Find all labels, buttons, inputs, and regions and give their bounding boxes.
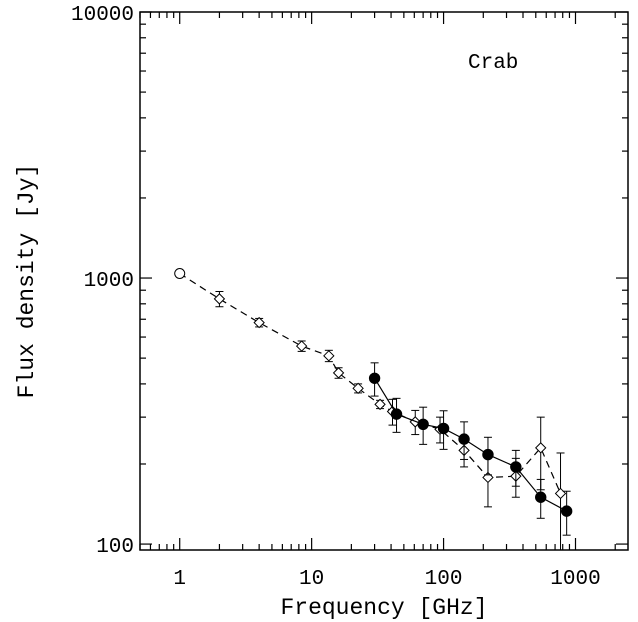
data-point-diamond — [352, 382, 364, 395]
x-tick-label: 1000 — [550, 568, 600, 591]
data-point-diamond — [332, 367, 345, 379]
x-tick-label: 100 — [425, 568, 463, 591]
y-tick-label: 100 — [96, 536, 134, 559]
x-tick-label: 1 — [173, 568, 186, 591]
data-point-diamond — [554, 487, 567, 500]
data-point-filled — [482, 448, 494, 461]
series-1 — [174, 268, 567, 550]
data-point-diamond — [535, 442, 547, 454]
data-point-filled — [390, 408, 403, 420]
axis-ticks: 1 10 100 1000 100 1000 10000 — [71, 4, 628, 591]
x-axis-label: Frequency [GHz] — [280, 595, 487, 621]
data-point-diamond — [253, 316, 265, 329]
series-1-line — [179, 272, 562, 494]
data-point-diamond — [213, 293, 226, 305]
series-2 — [368, 362, 573, 536]
data-point-diamond — [323, 350, 335, 362]
data-point-diamond — [374, 398, 386, 411]
data-point-diamond — [295, 340, 308, 352]
data-point-circle — [174, 268, 186, 280]
data-point-filled — [510, 461, 522, 473]
y-tick-label: 10000 — [71, 4, 134, 27]
chart-title: Crab — [468, 52, 518, 75]
data-point-filled — [417, 418, 429, 430]
x-tick-label: 10 — [299, 568, 324, 591]
plot-frame — [139, 11, 629, 551]
y-axis-label: Flux density [Jy] — [14, 164, 40, 399]
data-point-filled — [368, 372, 381, 384]
data-point-filled — [535, 491, 547, 503]
y-tick-label: 1000 — [84, 270, 134, 293]
data-point-filled — [458, 433, 470, 445]
series-2-line — [374, 377, 567, 512]
data-series — [174, 268, 573, 550]
data-point-filled — [437, 422, 450, 435]
data-point-filled — [560, 505, 573, 517]
